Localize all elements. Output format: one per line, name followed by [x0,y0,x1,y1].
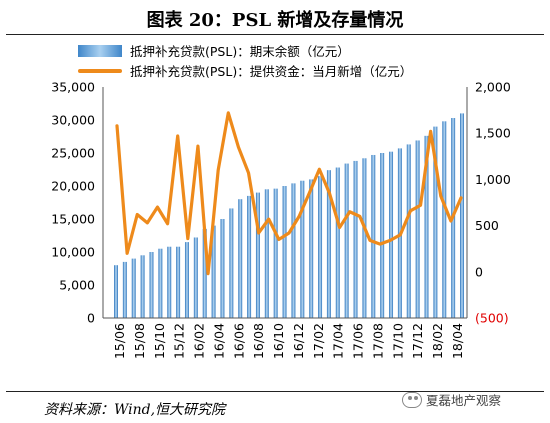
bar [353,160,358,318]
left-tick-label: 35,000 [51,80,95,95]
bar [318,176,323,318]
bar [149,252,154,318]
source-note: 资料来源：Wind,恒大研究院 [44,402,226,418]
bar [229,208,234,318]
bar [211,225,216,318]
bar [140,255,145,318]
right-tick-label: 0 [475,264,483,279]
left-tick-label: 15,000 [51,212,95,227]
right-tick-label: 1,000 [475,172,511,187]
bar [193,237,198,318]
left-tick-label: 0 [87,311,95,326]
bar [273,188,278,318]
bar [114,265,118,318]
bar [291,183,296,318]
bar [220,219,225,318]
left-tick-label: 25,000 [51,146,95,161]
bar [238,199,243,318]
bar [282,186,287,318]
bar [406,144,411,318]
monthly-new-line [115,111,463,276]
bar [131,258,136,318]
x-tick-label: 17/06 [351,323,366,359]
watermark: 夏磊地产观察 [402,390,501,409]
bar [344,163,349,318]
axes [102,87,468,319]
bar [424,135,429,318]
tick-labels: 0 5,000 10,000 15,000 20,000 25,000 30,000 35,0… [51,80,511,360]
x-tick-label: 16/04 [211,323,226,359]
legend-item-balance: 抵押补充贷款(PSL)：期末余额（亿元） [78,41,350,60]
right-tick-label: 2,000 [475,80,511,95]
legend-swatch-bar [78,44,122,57]
bar [442,121,447,318]
legend-label-monthly: 抵押补充贷款(PSL)：提供资金：当月新增（亿元） [130,64,413,79]
bar [247,195,252,318]
bar [176,246,181,318]
left-tick-label: 20,000 [51,179,95,194]
left-tick-label: 5,000 [59,278,95,293]
wechat-icon [402,391,422,408]
x-tick-label: 18/02 [430,323,445,359]
chart-title: 图表 20：PSL 新增及存量情况 [146,10,404,31]
bar [335,167,340,318]
bar [362,158,367,318]
bar [326,170,331,318]
bar [202,228,207,318]
left-tick-label: 10,000 [51,245,95,260]
right-tick-label: 1,500 [475,126,511,141]
x-tick-label: 18/04 [450,323,465,359]
bar [184,242,189,318]
x-tick-label: 16/10 [271,323,286,359]
x-tick-label: 15/06 [112,323,127,359]
x-tick-label: 15/10 [152,323,167,359]
legend-item-monthly: 抵押补充贷款(PSL)：提供资金：当月新增（亿元） [78,61,412,80]
x-tick-label: 16/02 [192,323,207,359]
bar [300,180,305,318]
right-tick-label: (500) [475,311,509,326]
bar [433,126,438,318]
x-tick-label: 16/06 [231,323,246,359]
bar [255,192,260,318]
x-tick-label: 15/08 [132,323,147,359]
legend-label-balance: 抵押补充贷款(PSL)：期末余额（亿元） [130,44,350,59]
bar [167,246,172,318]
bar [264,189,269,318]
bar [158,248,163,318]
bar [122,261,127,318]
bar [309,179,314,318]
x-tick-label: 17/04 [331,323,346,359]
x-tick-label: 15/12 [172,323,187,359]
bar-series [114,113,464,319]
x-tick-label: 17/02 [311,323,326,359]
x-tick-label: 17/08 [371,323,386,359]
footer-divider [6,391,544,392]
bar [460,113,464,319]
x-tick-label: 17/10 [390,323,405,359]
legend-swatch-line [78,68,122,73]
x-tick-label: 16/12 [291,323,306,359]
title-divider [6,34,544,35]
line-series [115,111,463,276]
bar [380,153,385,318]
x-tick-label: 17/12 [410,323,425,359]
left-tick-label: 30,000 [51,113,95,128]
bar [389,151,394,318]
watermark-label: 夏磊地产观察 [426,393,502,408]
x-tick-label: 16/08 [251,323,266,359]
bar [371,154,376,318]
right-tick-label: 500 [475,218,499,233]
bar [415,140,420,318]
